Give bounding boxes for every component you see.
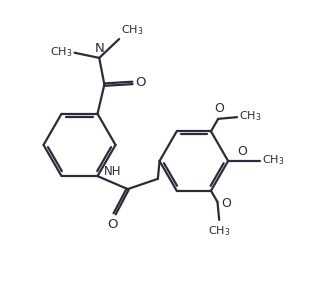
Text: O: O: [108, 218, 118, 231]
Text: O: O: [222, 197, 232, 210]
Text: NH: NH: [104, 166, 121, 179]
Text: CH$_3$: CH$_3$: [239, 109, 262, 123]
Text: O: O: [214, 102, 224, 115]
Text: CH$_3$: CH$_3$: [121, 23, 143, 37]
Text: N: N: [95, 42, 104, 55]
Text: O: O: [135, 76, 146, 89]
Text: CH$_3$: CH$_3$: [208, 224, 231, 238]
Text: O: O: [237, 145, 247, 158]
Text: CH$_3$: CH$_3$: [262, 153, 284, 166]
Text: CH$_3$: CH$_3$: [50, 45, 73, 59]
